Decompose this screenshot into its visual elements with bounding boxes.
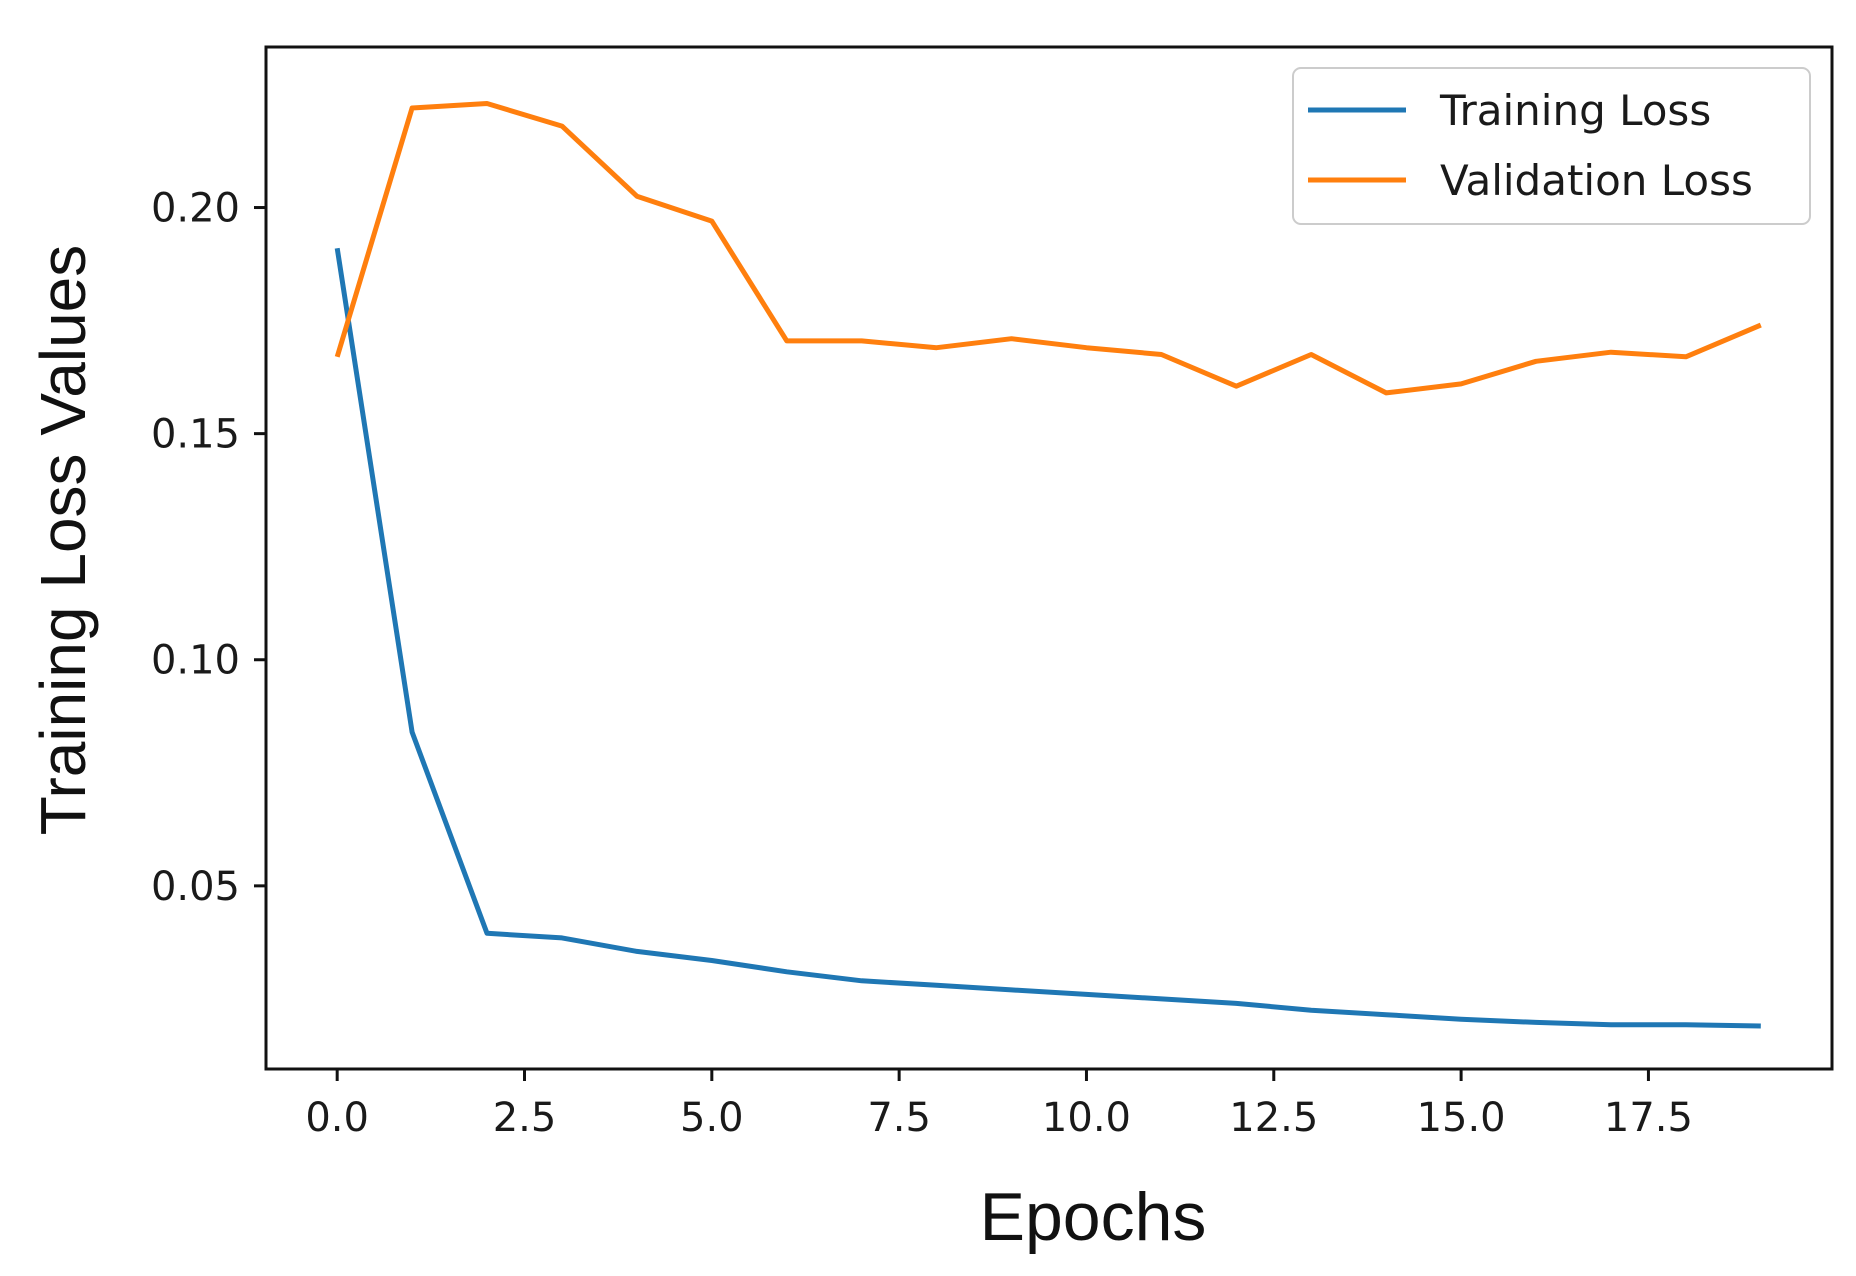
x-tick-label: 12.5 xyxy=(1229,1095,1318,1141)
x-tick-label: 10.0 xyxy=(1042,1095,1131,1141)
plot-area-frame xyxy=(264,45,1834,1071)
legend-frame xyxy=(1292,67,1811,225)
series-line-validation-loss xyxy=(334,101,1762,396)
legend-label-training-loss: Training Loss xyxy=(1439,86,1711,135)
x-tick-label: 17.5 xyxy=(1604,1095,1693,1141)
y-axis-ticks: 0.05 0.10 0.15 0.20 xyxy=(151,186,266,910)
x-tick-label: 15.0 xyxy=(1417,1095,1506,1141)
legend: Training Loss Validation Loss xyxy=(1292,67,1811,225)
y-tick-label: 0.05 xyxy=(151,864,240,910)
x-axis-ticks: 0.0 2.5 5.0 7.5 10.0 12.5 15.0 17.5 xyxy=(305,1069,1693,1141)
y-tick-label: 0.10 xyxy=(151,638,240,684)
y-tick-label: 0.15 xyxy=(151,412,240,458)
series-lines xyxy=(334,101,1762,1029)
legend-label-validation-loss: Validation Loss xyxy=(1440,156,1753,205)
y-tick-label: 0.20 xyxy=(151,186,240,232)
x-tick-label: 0.0 xyxy=(305,1095,369,1141)
x-tick-label: 7.5 xyxy=(867,1095,931,1141)
x-tick-label: 2.5 xyxy=(493,1095,557,1141)
x-axis-title: Epochs xyxy=(980,1179,1207,1255)
x-tick-label: 5.0 xyxy=(680,1095,744,1141)
series-line-training-loss xyxy=(334,247,1761,1029)
y-axis-title: Training Loss Values xyxy=(27,245,99,836)
